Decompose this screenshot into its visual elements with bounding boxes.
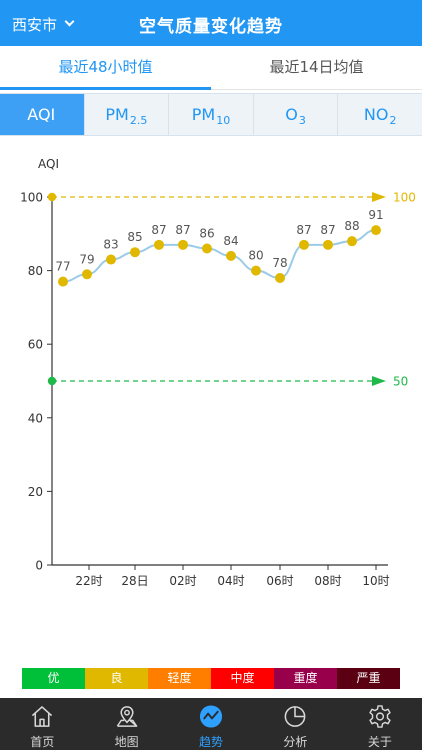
y-tick-label: 60	[28, 338, 43, 352]
data-label: 87	[320, 223, 335, 237]
nav-analysis[interactable]: 分析	[253, 698, 337, 750]
tab-label: 最近48小时值	[58, 58, 153, 76]
nav-about[interactable]: 关于	[338, 698, 422, 750]
tab-base: PM	[105, 105, 129, 124]
data-label: 91	[368, 208, 383, 222]
aqi-trend-chart: AQI 0 20 40 60 80 100 22时 28日 02时 04时 06时 08时 10时 100 5…	[0, 140, 422, 590]
data-point	[251, 265, 261, 276]
legend-item-excellent: 优	[22, 668, 85, 689]
tab-base: O	[285, 105, 298, 124]
y-tick-label: 40	[28, 411, 43, 425]
data-label: 86	[199, 227, 214, 241]
nav-label: 分析	[283, 735, 308, 749]
data-point	[82, 269, 92, 280]
x-tick-label: 28日	[121, 574, 148, 588]
y-axis-label: AQI	[38, 157, 59, 171]
aqi-level-legend: 优 良 轻度 中度 重度 严重	[22, 668, 400, 689]
reference-arrow-icon	[372, 192, 386, 202]
chart-svg: AQI 0 20 40 60 80 100 22时 28日 02时 04时 06时 08时 10时 100 5…	[20, 157, 416, 588]
data-point	[58, 276, 68, 287]
x-tick-label: 06时	[266, 574, 293, 588]
data-label: 87	[175, 223, 190, 237]
legend-item-severe: 严重	[337, 668, 400, 689]
data-label: 84	[223, 234, 238, 248]
tab-pm10[interactable]: PM10	[169, 94, 254, 135]
y-tick-label: 0	[35, 559, 43, 573]
data-label: 88	[344, 219, 359, 233]
data-label: 85	[127, 230, 142, 244]
nav-label: 趋势	[199, 735, 224, 749]
tab-pm25[interactable]: PM2.5	[85, 94, 170, 135]
map-icon	[116, 706, 137, 727]
data-point	[202, 243, 212, 254]
data-point	[299, 239, 309, 250]
data-label: 77	[55, 260, 70, 274]
pie-chart-icon	[285, 706, 306, 727]
app-header: 西安市 空气质量变化趋势	[0, 0, 422, 46]
nav-label: 地图	[114, 735, 139, 749]
nav-map[interactable]: 地图	[84, 698, 168, 750]
nav-trend[interactable]: 趋势	[169, 698, 253, 750]
tab-label: 最近14日均值	[269, 58, 364, 76]
x-tick-label: 22时	[75, 574, 102, 588]
tab-base: NO	[363, 105, 389, 124]
reference-arrow-icon	[372, 376, 386, 386]
x-tick-label: 10时	[362, 574, 389, 588]
tab-sub: 3	[298, 114, 306, 127]
city-selector[interactable]: 西安市	[12, 12, 75, 36]
x-tick-label: 02时	[169, 574, 196, 588]
data-point	[275, 272, 285, 283]
x-tick-label: 04时	[217, 574, 244, 588]
y-tick-label: 80	[28, 264, 43, 278]
tab-base: PM	[191, 105, 216, 124]
data-label: 87	[296, 223, 311, 237]
y-tick-label: 100	[20, 191, 43, 205]
pollutant-tabs: AQI PM2.5 PM10 O3 NO2	[0, 93, 422, 136]
data-label: 80	[248, 249, 263, 263]
nav-home[interactable]: 首页	[0, 698, 84, 750]
legend-item-moderate: 中度	[211, 668, 274, 689]
gear-icon	[369, 705, 391, 728]
reference-endpoint	[47, 376, 57, 386]
tab-sub: 2.5	[129, 114, 148, 127]
data-label: 78	[272, 256, 287, 270]
legend-item-light: 轻度	[148, 668, 211, 689]
nav-label: 首页	[30, 735, 55, 749]
legend-item-good: 良	[85, 668, 148, 689]
reference-label: 100	[393, 191, 416, 205]
page-title: 空气质量变化趋势	[139, 17, 283, 37]
legend-item-heavy: 重度	[274, 668, 337, 689]
x-tick-label: 08时	[314, 574, 341, 588]
data-point	[226, 250, 236, 261]
data-label: 83	[103, 238, 118, 252]
bottom-nav: 首页 地图 趋势 分析	[0, 698, 422, 750]
tab-base: AQI	[27, 105, 56, 124]
y-tick-label: 20	[28, 485, 43, 499]
tab-sub: 2	[389, 114, 397, 127]
data-point	[154, 239, 164, 250]
tab-sub: 10	[216, 114, 231, 127]
data-label: 79	[79, 252, 94, 266]
data-point	[371, 225, 381, 236]
tab-o3[interactable]: O3	[254, 94, 339, 135]
tab-14-days[interactable]: 最近14日均值	[211, 46, 422, 89]
data-point	[106, 254, 116, 265]
data-label: 87	[151, 223, 166, 237]
home-icon	[32, 706, 53, 727]
data-point	[347, 236, 357, 247]
tab-48-hours[interactable]: 最近48小时值	[0, 46, 211, 90]
reference-label: 50	[393, 375, 408, 389]
nav-label: 关于	[367, 735, 392, 749]
data-point	[178, 239, 188, 250]
data-point	[323, 239, 333, 250]
period-tabs: 最近48小时值 最近14日均值	[0, 46, 422, 90]
data-point	[130, 247, 140, 258]
tab-no2[interactable]: NO2	[338, 94, 422, 135]
tab-aqi[interactable]: AQI	[0, 94, 85, 135]
trend-icon	[199, 705, 223, 728]
reference-endpoint	[47, 192, 57, 202]
city-name: 西安市	[12, 15, 58, 34]
